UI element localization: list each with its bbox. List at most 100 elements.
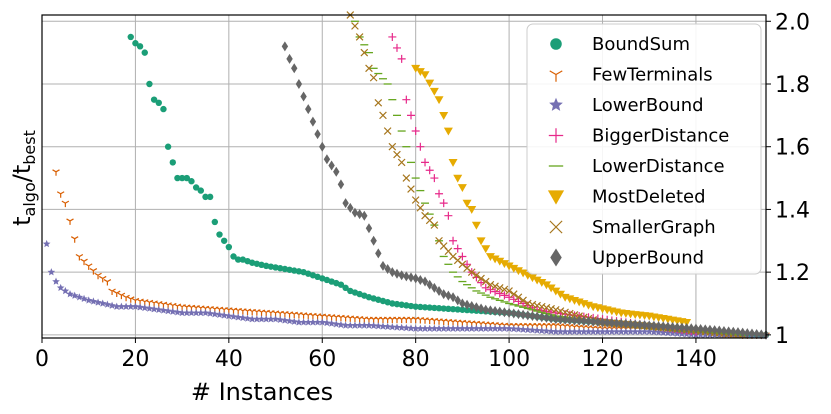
data-point: [178, 174, 186, 182]
data-point: [612, 327, 621, 335]
data-point: [383, 127, 392, 135]
data-point: [468, 301, 475, 312]
data-point: [613, 318, 620, 329]
data-point: [546, 284, 556, 293]
data-point: [519, 325, 527, 333]
data-point: [80, 258, 88, 266]
data-point: [141, 49, 148, 56]
data-point: [678, 322, 686, 333]
data-point: [528, 300, 537, 309]
data-point: [407, 185, 415, 193]
data-point: [641, 320, 648, 331]
data-point: [645, 327, 654, 335]
data-point: [524, 310, 531, 321]
data-point: [393, 300, 401, 308]
data-point: [463, 260, 472, 269]
y-axis-title: talgo/tbest: [8, 130, 39, 226]
legend-label: LowerDistance: [592, 156, 725, 177]
data-point: [397, 54, 406, 63]
data-point: [435, 324, 443, 332]
data-point: [333, 166, 340, 177]
data-point: [365, 223, 373, 234]
data-point: [159, 306, 168, 314]
data-point: [444, 211, 453, 220]
data-point: [542, 303, 551, 312]
data-point: [454, 295, 461, 306]
data-point: [351, 22, 359, 30]
data-point: [215, 310, 224, 319]
data-point: [425, 166, 434, 175]
data-point: [117, 292, 126, 300]
data-point: [323, 318, 331, 327]
data-point: [160, 105, 167, 113]
data-point: [225, 312, 233, 320]
legend-label: BoundSum: [592, 34, 690, 55]
data-point: [323, 154, 331, 165]
legend-item: BoundSum: [550, 34, 690, 55]
data-point: [495, 324, 504, 332]
plot-frame: [41, 14, 767, 339]
series-upperbound: [281, 41, 770, 340]
data-point: [467, 324, 476, 332]
data-point: [561, 327, 569, 335]
data-point: [290, 317, 299, 325]
data-point: [454, 306, 461, 313]
data-point: [496, 306, 503, 317]
data-point: [529, 311, 536, 322]
data-point: [514, 325, 523, 333]
data-point: [314, 129, 321, 140]
data-point: [515, 309, 522, 320]
data-point: [706, 324, 714, 335]
data-point: [682, 318, 692, 327]
data-point: [230, 253, 237, 260]
data-point: [430, 324, 439, 332]
x-tick-label: 0: [35, 347, 49, 372]
data-point: [547, 313, 555, 324]
data-point: [369, 321, 378, 330]
data-point: [164, 307, 172, 315]
data-point: [351, 207, 359, 218]
data-point: [509, 264, 519, 273]
data-point: [500, 324, 509, 332]
data-point: [375, 248, 382, 259]
data-point: [108, 301, 116, 309]
legend-item: SmallerGraph: [549, 217, 716, 238]
data-point: [739, 327, 746, 338]
data-point: [509, 324, 518, 333]
data-point: [379, 260, 387, 271]
data-point: [286, 53, 293, 64]
data-point: [103, 300, 112, 308]
data-point: [211, 310, 219, 318]
data-point: [355, 321, 364, 329]
data-point: [486, 324, 495, 332]
data-point: [486, 280, 495, 289]
data-point: [664, 328, 672, 337]
data-point: [416, 142, 425, 151]
data-point: [523, 299, 532, 308]
data-point: [440, 289, 447, 300]
data-point: [439, 111, 449, 120]
data-point: [122, 302, 130, 310]
data-point: [305, 104, 312, 115]
data-point: [225, 243, 233, 251]
data-point: [476, 237, 486, 246]
data-point: [131, 302, 140, 310]
y-axis-title-sep: /t: [8, 165, 36, 183]
data-point: [584, 327, 593, 335]
x-tick-label: 40: [215, 347, 243, 372]
data-point: [701, 330, 710, 339]
data-point: [216, 231, 223, 238]
data-point: [603, 317, 611, 328]
data-point: [458, 252, 467, 261]
legend-label: UpperBound: [592, 248, 704, 269]
data-point: [557, 314, 564, 325]
data-point: [491, 306, 499, 317]
x-tick-label: 140: [675, 347, 717, 372]
data-point: [80, 294, 88, 303]
data-point: [532, 276, 542, 285]
legend-label: MostDeleted: [592, 187, 706, 208]
data-point: [75, 293, 84, 301]
data-point: [425, 79, 435, 88]
data-point: [103, 279, 112, 286]
data-point: [669, 322, 676, 333]
